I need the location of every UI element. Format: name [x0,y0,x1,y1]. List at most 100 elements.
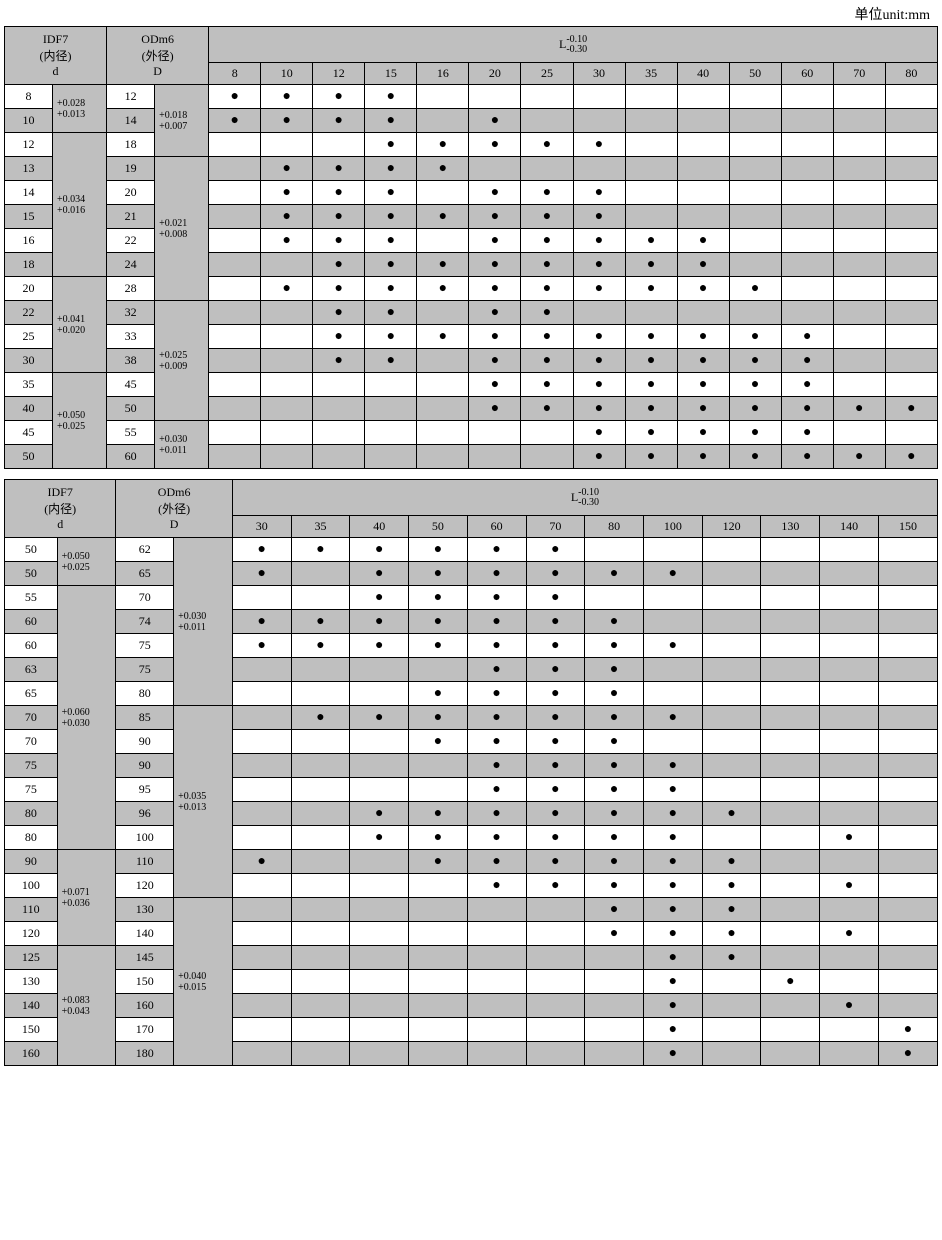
dot-icon: ● [492,734,500,749]
dot-icon: ● [439,209,447,224]
dot-icon: ● [335,353,343,368]
cell-d: 45 [5,421,53,445]
cell-mark: ● [526,562,585,586]
cell-mark: ● [644,922,703,946]
cell-mark: ● [573,205,625,229]
cell-mark: ● [644,802,703,826]
cell-mark: ● [291,634,350,658]
header-L-col: 10 [261,63,313,85]
cell-mark [526,994,585,1018]
dot-icon: ● [492,854,500,869]
cell-D: 12 [107,85,155,109]
cell-mark: ● [573,373,625,397]
cell-mark: ● [526,682,585,706]
cell-mark [878,778,937,802]
cell-mark [761,778,820,802]
dot-icon: ● [439,161,447,176]
cell-mark: ● [232,562,291,586]
cell-mark [781,253,833,277]
cell-mark: ● [585,730,644,754]
dot-icon: ● [335,209,343,224]
cell-mark: ● [409,538,468,562]
cell-mark [291,970,350,994]
cell-D: 20 [107,181,155,205]
cell-mark: ● [261,181,313,205]
dot-icon: ● [669,878,677,893]
cell-mark: ● [644,754,703,778]
cell-mark [885,181,937,205]
cell-mark: ● [365,157,417,181]
cell-D: 75 [116,658,174,682]
cell-mark: ● [209,85,261,109]
header-od: ODm6(外径)D [116,480,232,538]
cell-d: 65 [5,682,58,706]
dot-icon: ● [283,89,291,104]
cell-mark: ● [417,157,469,181]
dot-icon: ● [335,305,343,320]
dot-icon: ● [283,113,291,128]
dot-icon: ● [669,1022,677,1037]
cell-mark: ● [467,682,526,706]
cell-mark: ● [417,277,469,301]
cell-d: 140 [5,994,58,1018]
cell-mark [885,349,937,373]
cell-mark [350,970,409,994]
dot-icon: ● [551,614,559,629]
cell-mark: ● [781,421,833,445]
cell-mark: ● [729,325,781,349]
cell-mark: ● [409,850,468,874]
cell-mark: ● [573,445,625,469]
cell-mark: ● [820,874,879,898]
dot-icon: ● [699,233,707,248]
dot-icon: ● [699,377,707,392]
cell-mark: ● [365,301,417,325]
dot-icon: ● [387,113,395,128]
dot-icon: ● [335,257,343,272]
dot-icon: ● [551,710,559,725]
dot-icon: ● [907,401,915,416]
cell-mark: ● [521,205,573,229]
dot-icon: ● [257,854,265,869]
cell-d: 35 [5,373,53,397]
dot-icon: ● [492,878,500,893]
cell-mark: ● [261,85,313,109]
cell-mark [820,634,879,658]
dot-icon: ● [257,638,265,653]
cell-mark: ● [526,802,585,826]
dot-icon: ● [257,542,265,557]
cell-mark: ● [469,205,521,229]
cell-mark: ● [644,562,703,586]
dot-icon: ● [491,137,499,152]
dot-icon: ● [491,233,499,248]
dot-icon: ● [492,590,500,605]
cell-mark: ● [467,586,526,610]
dot-icon: ● [904,1022,912,1037]
cell-mark: ● [878,1042,937,1066]
cell-mark: ● [781,325,833,349]
cell-mark [820,850,879,874]
cell-d: 60 [5,634,58,658]
cell-mark [878,754,937,778]
cell-mark: ● [644,826,703,850]
cell-mark [526,970,585,994]
cell-mark [467,946,526,970]
cell-mark [209,301,261,325]
cell-mark: ● [365,277,417,301]
cell-mark: ● [585,562,644,586]
cell-mark [409,1018,468,1042]
cell-mark: ● [313,277,365,301]
cell-mark [232,1042,291,1066]
dot-icon: ● [845,878,853,893]
cell-mark [209,421,261,445]
cell-mark [885,205,937,229]
cell-mark: ● [365,229,417,253]
cell-mark [261,253,313,277]
cell-mark [417,85,469,109]
cell-mark [878,538,937,562]
dot-icon: ● [543,257,551,272]
dot-icon: ● [610,878,618,893]
cell-mark: ● [820,826,879,850]
cell-mark [261,133,313,157]
cell-mark: ● [644,1042,703,1066]
cell-mark: ● [585,922,644,946]
